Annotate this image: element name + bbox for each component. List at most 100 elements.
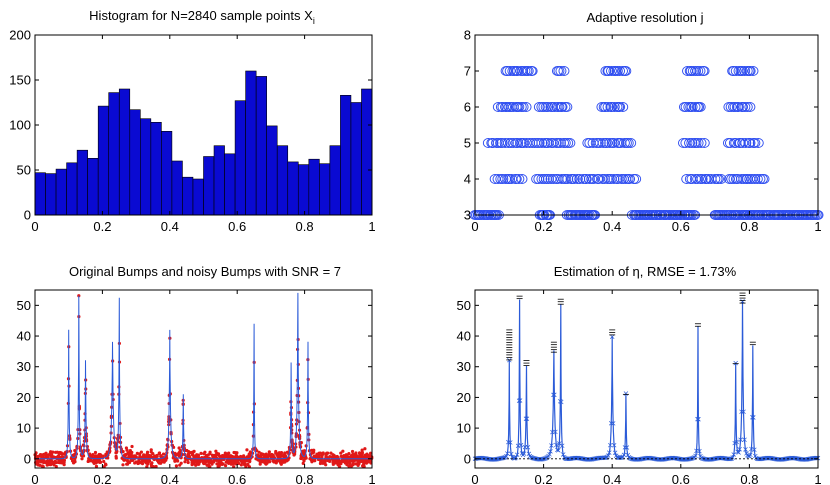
resolution-marker xyxy=(740,138,752,148)
resolution-marker xyxy=(510,174,522,184)
noisy-sample xyxy=(155,453,159,458)
noisy-sample xyxy=(93,450,98,455)
histogram-bar xyxy=(97,105,110,216)
resolution-marker xyxy=(608,174,620,184)
y-tick-label: 7 xyxy=(464,64,471,79)
noisy-sample xyxy=(190,463,194,467)
noisy-sample xyxy=(283,460,287,464)
noisy-sample xyxy=(214,454,218,458)
noisy-sample xyxy=(174,459,179,463)
resolution-marker xyxy=(518,138,530,148)
histogram-bar xyxy=(55,168,67,216)
noisy-sample xyxy=(51,455,56,459)
resolution-marker xyxy=(620,66,632,76)
noisy-sample xyxy=(283,454,288,458)
x-tick-label: 0.8 xyxy=(296,219,314,234)
resolution-marker xyxy=(630,174,642,184)
noisy-sample xyxy=(217,463,221,467)
resolution-marker xyxy=(598,174,610,184)
noisy-sample xyxy=(265,461,269,465)
estimate-marker xyxy=(554,442,559,448)
noisy-sample xyxy=(128,448,132,453)
y-tick-label: 150 xyxy=(9,73,31,88)
estimate-marker xyxy=(548,449,553,454)
estimate-marker xyxy=(523,416,529,421)
noisy-sample xyxy=(41,465,45,469)
estimate-marker xyxy=(751,415,756,420)
noisy-sample xyxy=(301,461,305,465)
x-tick-label: 0 xyxy=(471,219,478,234)
histogram-title: Histogram for N=2840 sample points Xi xyxy=(89,8,315,26)
resolution-marker xyxy=(681,174,693,184)
noisy-sample xyxy=(197,460,202,464)
noisy-sample xyxy=(133,454,137,458)
resolution-marker xyxy=(744,138,756,148)
resolution-marker xyxy=(517,102,529,112)
resolution-marker xyxy=(499,138,511,148)
noisy-sample xyxy=(218,460,222,464)
noisy-sample xyxy=(139,450,143,454)
noisy-sample xyxy=(53,459,57,463)
estimate-marker xyxy=(622,445,628,450)
noisy-sample xyxy=(36,463,40,467)
resolution-marker xyxy=(737,102,748,112)
noisy-sample xyxy=(114,454,118,459)
histogram-ticks: 0 0.2 0.4 0.6 0.8 1 0 50 100 150 200 xyxy=(9,28,375,235)
x-tick-label: 0.6 xyxy=(672,472,690,485)
noisy-sample xyxy=(38,459,42,463)
resolution-marker xyxy=(678,138,689,148)
noisy-sample xyxy=(310,448,314,452)
estimate-marker xyxy=(559,443,565,448)
estimate-marker xyxy=(738,437,743,443)
noisy-sample xyxy=(208,450,212,454)
histogram-bars xyxy=(34,70,373,216)
y-tick-label: 40 xyxy=(17,329,31,344)
noisy-sample xyxy=(221,462,225,466)
resolution-marker xyxy=(492,102,504,112)
estimate-marker xyxy=(737,446,742,452)
noisy-sample xyxy=(222,455,226,459)
y-tick-label: 0 xyxy=(24,451,31,466)
y-tick-label: 6 xyxy=(464,100,471,115)
noisy-sample xyxy=(91,452,95,457)
estimate-marker xyxy=(521,451,527,456)
estimation-title: Estimation of η, RMSE = 1.73% xyxy=(554,264,737,279)
noisy-sample xyxy=(347,451,351,456)
noisy-sample xyxy=(51,461,55,466)
noisy-sample xyxy=(321,451,325,455)
noisy-sample xyxy=(234,461,238,465)
resolution-marker xyxy=(715,174,727,184)
resolution-marker xyxy=(542,102,554,112)
histogram-bar xyxy=(76,149,88,216)
noisy-sample xyxy=(299,456,303,461)
estimate-marker xyxy=(526,451,532,457)
estimate-marker xyxy=(743,447,748,452)
x-tick-label: 0.2 xyxy=(93,472,111,485)
y-tick-label: 30 xyxy=(17,359,31,374)
noisy-sample xyxy=(310,451,315,455)
noisy-sample xyxy=(335,461,339,465)
noisy-sample xyxy=(262,460,266,464)
noisy-sample xyxy=(321,461,325,465)
histogram-bar xyxy=(140,118,152,216)
noisy-sample xyxy=(159,454,163,458)
resolution-marker xyxy=(747,66,759,76)
noisy-sample xyxy=(229,454,233,458)
resolution-marker xyxy=(536,138,548,148)
estimate-marker xyxy=(513,455,519,460)
estimate-marker xyxy=(549,443,554,448)
resolution-marker xyxy=(522,66,534,76)
noisy-sample xyxy=(257,450,261,454)
x-tick-label: 0.2 xyxy=(535,472,553,485)
noisy-sample xyxy=(225,452,229,456)
resolution-marker xyxy=(512,138,524,148)
resolution-marker xyxy=(568,174,580,184)
resolution-marker xyxy=(736,174,747,184)
x-tick-label: 1 xyxy=(368,219,375,234)
estimation-axes-frame xyxy=(474,289,819,469)
noisy-sample xyxy=(192,449,196,453)
noisy-sample xyxy=(268,460,272,464)
